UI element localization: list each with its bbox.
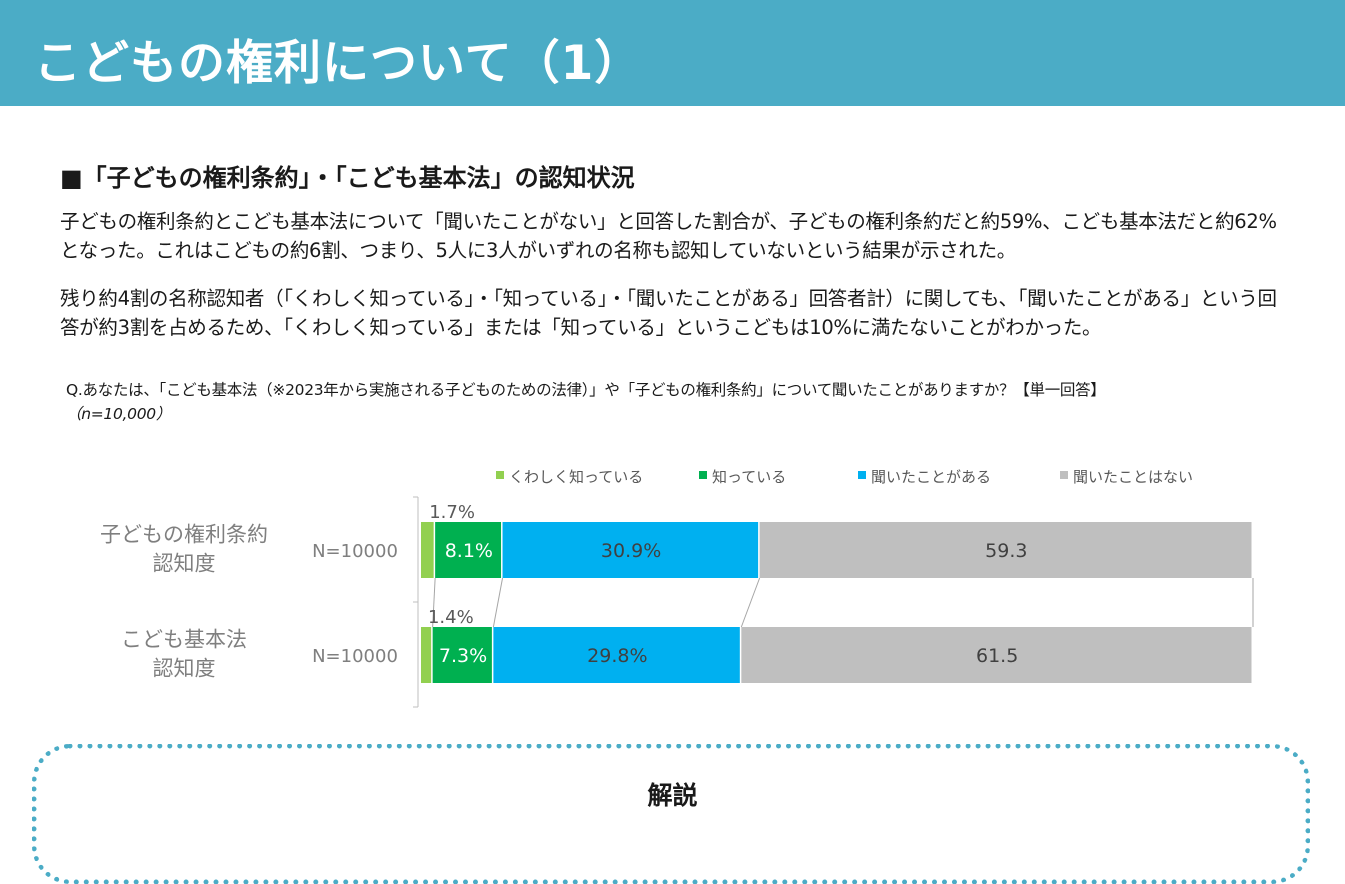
stacked-bar-chart: くわしく知っている 知っている 聞いたことがある 聞いたことはない子どもの権利条約認知…	[100, 468, 1254, 708]
category-label-2-line-2: 認知度	[153, 657, 216, 681]
survey-question: Q.あなたは、「こども基本法（※2023年から実施される子どものための法律）」や…	[66, 378, 1286, 426]
n-label-2: N=10000	[312, 646, 398, 667]
question-text: Q.あなたは、「こども基本法（※2023年から実施される子どものための法律）」や…	[66, 381, 1106, 399]
legend-label-4: 聞いたことはない	[1073, 468, 1193, 486]
data-label-2-4: 61.5	[976, 645, 1018, 667]
legend-swatch-3	[858, 471, 866, 479]
data-label-1-3: 30.9%	[601, 540, 661, 562]
bar-2-2	[432, 627, 492, 683]
bar-2-1	[421, 627, 432, 683]
legend-label-3: 聞いたことがある	[871, 468, 991, 486]
category-label-1-line-2: 認知度	[153, 552, 216, 576]
data-label-1-4: 59.3	[985, 540, 1027, 562]
summary-paragraph-2: 残り約4割の名称認知者（「くわしく知っている」・「知っている」・「聞いたことがあ…	[60, 287, 1277, 339]
page-title: こどもの権利について（1）	[34, 36, 643, 91]
bar-2-3	[493, 627, 740, 683]
data-label-2-3: 29.8%	[587, 645, 647, 667]
category-label-1-line-1: 子どもの権利条約	[100, 523, 268, 547]
bar-1-1	[421, 522, 434, 578]
bar-2-4	[741, 627, 1252, 683]
legend-label-2: 知っている	[712, 468, 786, 486]
legend-swatch-2	[699, 471, 707, 479]
title-bar: こどもの権利について（1）	[0, 0, 1345, 106]
legend-label-1: くわしく知っている	[509, 468, 643, 486]
section-heading: ■「子どもの権利条約」・「こども基本法」の認知状況	[60, 164, 635, 192]
data-label-2-1: 1.4%	[428, 607, 474, 628]
series-connector-1	[432, 577, 436, 628]
bar-1-2	[435, 522, 502, 578]
bar-1-3	[502, 522, 759, 578]
data-label-1-2: 8.1%	[445, 540, 493, 562]
data-label-2-2: 7.3%	[439, 645, 487, 667]
commentary-label: 解説	[647, 781, 698, 810]
legend-swatch-4	[1060, 471, 1068, 479]
summary-paragraph-1: 子どもの権利条約とこども基本法について「聞いたことがない」と回答した割合が、子ど…	[60, 210, 1277, 262]
data-label-1-1: 1.7%	[429, 502, 475, 523]
category-label-2-line-1: こども基本法	[121, 628, 247, 652]
bar-1-4	[759, 522, 1252, 578]
series-connector-3	[740, 577, 761, 628]
commentary-box	[32, 744, 1310, 884]
series-connector-2	[492, 577, 504, 628]
legend-swatch-1	[496, 471, 504, 479]
n-label-1: N=10000	[312, 541, 398, 562]
sample-size: （n=10,000）	[66, 405, 172, 423]
